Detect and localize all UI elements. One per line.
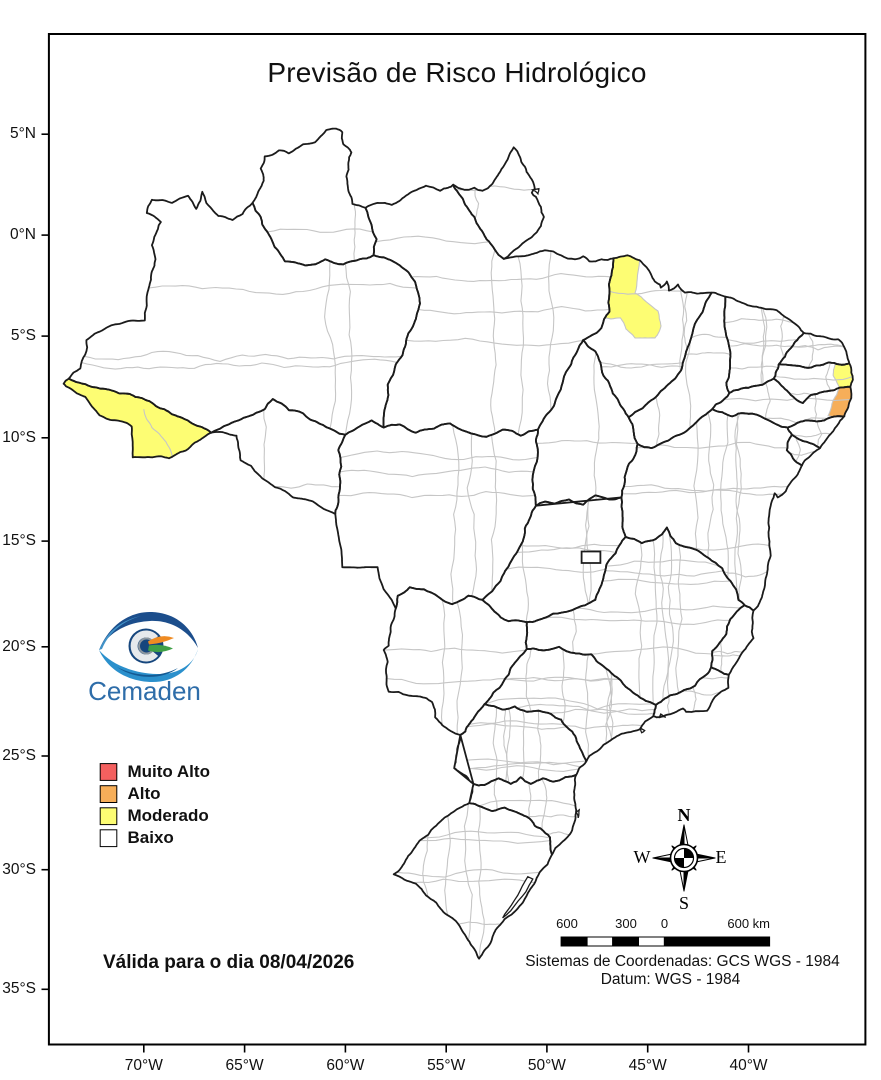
lon-tick-label: 45°W [628,1057,667,1074]
legend-swatch-baixo [99,829,118,848]
legend-swatches [99,763,118,848]
lat-tick-label: 35°S [2,980,36,998]
legend-label-baixo: Baixo [127,828,174,848]
lat-tick-label: 10°S [2,428,36,446]
state-amapa [453,147,544,259]
risk-overlays [597,255,853,424]
lat-tick-label: 30°S [2,860,36,878]
cemaden-logo-text: Cemaden [88,676,201,706]
scalebar-label-600km: 600 km [727,916,770,931]
datum-text: Datum: WGS - 1984 [600,970,741,988]
compass-south-label: S [678,893,689,913]
state-rondonia [211,399,346,514]
validity-text: Válida para o dia 08/04/2026 [103,952,355,973]
scalebar-label-600-left: 600 [556,916,578,931]
scalebar-label-300: 300 [615,916,637,931]
state-amazonas [68,191,421,435]
lat-tick-label: 5°N [9,125,36,143]
lat-tick-label: 0°N [9,226,36,244]
lon-tick-label: 50°W [527,1057,566,1074]
lon-tick-label: 65°W [225,1057,264,1074]
lat-tick-label: 20°S [2,637,36,655]
scalebar-label-0: 0 [660,916,669,931]
state-tocantins [532,340,638,506]
scale-bar [560,936,771,947]
state-mato-grosso-do-sul [383,587,528,735]
lon-tick-label: 70°W [124,1057,163,1074]
compass-west-label: W [633,847,651,867]
state-goias [482,495,626,623]
mesoregion-borders [81,185,853,958]
axis-ticks [41,133,750,1053]
distrito-federal [580,550,602,564]
lagoa-dos-patos [502,875,534,919]
legend-swatch-moderado [99,807,118,826]
coordinate-system-text: Sistemas de Coordenadas: GCS WGS - 1984 [525,952,840,970]
compass-east-label: E [715,847,727,867]
lat-tick-label: 25°S [2,747,36,764]
risk-alto-pernambuco [827,385,852,424]
cemaden-logo-icon [99,611,198,683]
state-piaui [628,292,731,448]
state-sergipe [786,434,821,466]
legend-label-moderado: Moderado [127,806,209,826]
legend-label-muito-alto: Muito Alto [127,762,210,782]
state-para [365,184,614,437]
state-borders [62,127,854,960]
state-acre [63,378,212,459]
lon-tick-label: 40°W [729,1057,768,1074]
lat-tick-label: 15°S [2,532,36,550]
north-arrow-icon [652,824,716,892]
islands [502,187,667,919]
lon-tick-label: 60°W [326,1057,365,1074]
lon-tick-label: 55°W [427,1057,466,1074]
state-bahia [621,409,802,611]
legend-swatch-muito-alto [99,763,118,781]
compass-north-label: N [677,805,691,825]
ap-islet [530,187,540,196]
map-title: Previsão de Risco Hidrológico [267,57,647,88]
state-minas-gerais [525,527,745,705]
legend-swatch-alto [99,785,118,804]
lat-tick-label: 5°S [10,327,36,345]
state-roraima [252,128,377,266]
legend-label-alto: Alto [127,784,161,804]
